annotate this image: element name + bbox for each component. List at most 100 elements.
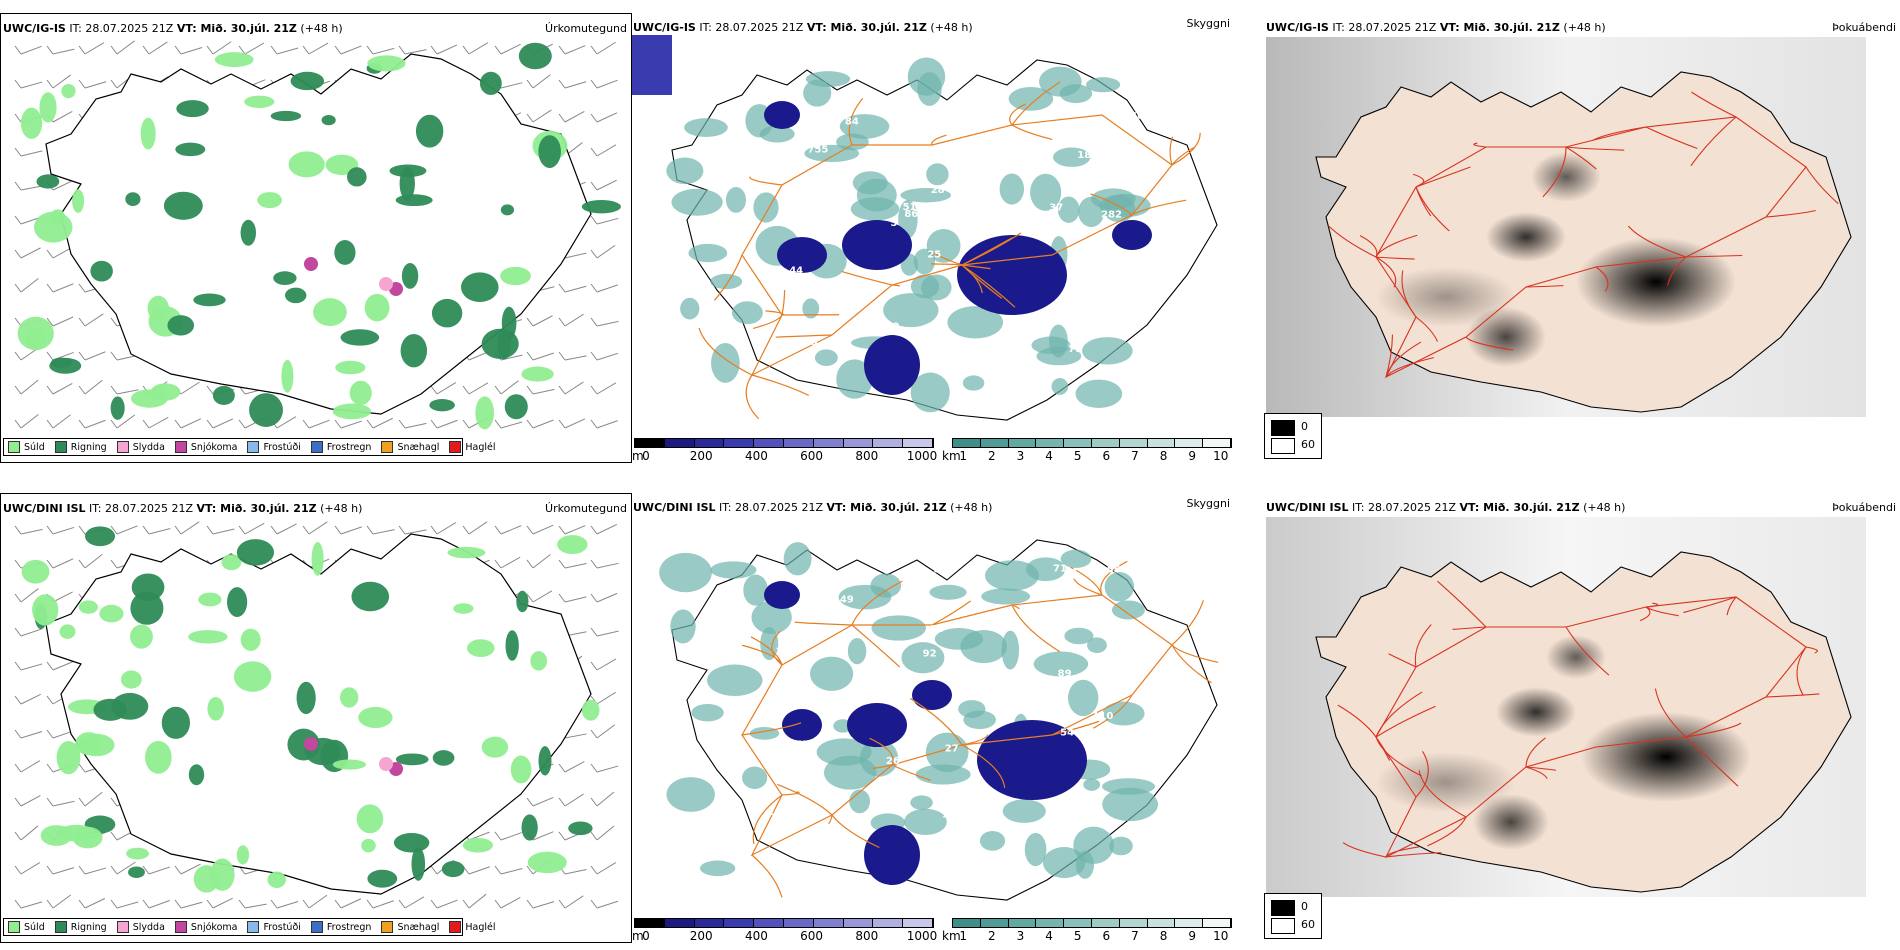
legend-item-7: Haglél <box>449 921 496 933</box>
ceiling-label: 12 <box>852 295 866 306</box>
wind-barb-flag <box>494 385 502 395</box>
wind-barb <box>500 868 523 875</box>
wind-barb-flag <box>14 45 22 55</box>
wind-barb-flag <box>14 385 22 395</box>
legend-swatch <box>116 441 129 453</box>
wind-barb-flag <box>14 593 22 603</box>
wind-barb <box>596 691 616 705</box>
precip-cell <box>233 661 272 692</box>
wind-barb <box>52 283 74 293</box>
wind-barb <box>532 796 554 807</box>
road <box>910 697 963 746</box>
wind-barb <box>564 733 587 739</box>
low-visibility-area <box>921 274 952 301</box>
low-visibility-area <box>699 860 736 877</box>
road <box>1796 646 1807 696</box>
road <box>1805 166 1839 205</box>
snow-cell <box>379 277 393 291</box>
road <box>1090 193 1133 216</box>
wind-barb-flag <box>590 593 598 603</box>
wind-barb-flag <box>46 899 54 909</box>
legend-label: Frostregn <box>326 441 372 453</box>
fog-core <box>1531 152 1601 202</box>
road <box>1726 596 1737 616</box>
colorbar-tick: 2 <box>987 929 996 943</box>
road <box>1337 704 1377 738</box>
precip-cell <box>462 837 494 853</box>
precip-cell <box>249 393 283 427</box>
colorbar-segment <box>953 439 981 447</box>
wind-barb-flag <box>46 45 54 55</box>
wind-barb-flag <box>494 525 502 535</box>
precip-cell <box>364 293 390 322</box>
wind-barb-flag <box>334 419 342 429</box>
precip-cell <box>145 740 172 774</box>
wind-barb <box>596 630 619 637</box>
precip-cell <box>467 639 495 658</box>
panel-header: UWC/DINI ISL IT: 28.07.2025 21Z VT: Mið.… <box>633 501 992 514</box>
wind-barb-flag <box>590 283 598 293</box>
wind-barb <box>52 414 71 429</box>
wind-barb-flag <box>110 865 118 875</box>
wind-barb <box>52 382 73 395</box>
low-visibility-area <box>809 656 854 691</box>
init-time: IT: 28.07.2025 21Z <box>699 21 807 34</box>
road-network <box>1337 580 1820 859</box>
wind-barb <box>564 793 584 807</box>
wind-barb <box>52 316 74 327</box>
wind-barb-flag <box>46 763 54 773</box>
legend-swatch <box>54 921 67 933</box>
wind-barb-flag <box>558 283 566 293</box>
precip-cell <box>176 100 209 118</box>
wind-barb <box>52 894 72 909</box>
colorbar-segment <box>1203 919 1231 927</box>
road <box>1171 600 1204 646</box>
low-visibility-area <box>984 560 1040 591</box>
wind-barb-flag <box>526 317 534 327</box>
road <box>1525 285 1564 288</box>
wind-barb-flag <box>558 525 566 535</box>
precip-cell <box>39 92 57 123</box>
wind-barb-flag <box>526 525 534 535</box>
colorbar-segment <box>1175 439 1204 447</box>
wind-barb-flag <box>558 45 566 55</box>
wind-barb <box>20 628 42 637</box>
precip-cell <box>273 271 297 285</box>
low-visibility-area <box>666 777 715 812</box>
road <box>1437 580 1487 628</box>
precip-cell <box>78 600 98 614</box>
low-visibility-area <box>1001 630 1020 670</box>
wind-barb-flag <box>14 79 22 89</box>
wind-barb <box>500 43 521 55</box>
colorbar-tick: 8 <box>1159 929 1168 943</box>
low-visibility-area <box>904 808 947 835</box>
wind-barb <box>308 521 328 535</box>
wind-barb-flag <box>174 865 182 875</box>
precip-cell <box>110 396 125 420</box>
wind-barb-flag <box>430 45 438 55</box>
road <box>1452 626 1487 631</box>
wind-barb <box>180 863 201 875</box>
colorbar-tick: 1000 <box>906 449 938 463</box>
wind-barb-flag <box>46 351 54 361</box>
wind-barb-flag <box>14 317 22 327</box>
ceiling-colorbar: 0 200 400 600 800 1000 <box>634 438 937 463</box>
road <box>1667 256 1687 286</box>
wind-barb-flag <box>14 147 22 157</box>
low-visibility-area <box>707 664 763 697</box>
wind-barb-flag <box>14 181 22 191</box>
precip-cell <box>236 539 275 566</box>
low-ceiling-core <box>847 703 907 747</box>
low-visibility-area <box>1002 799 1046 823</box>
wind-barb <box>404 529 427 535</box>
road <box>931 134 947 146</box>
low-visibility-area <box>910 795 933 810</box>
road <box>1685 736 1739 787</box>
wind-barb <box>84 351 106 361</box>
wind-barb-flag <box>334 525 342 535</box>
lead-time: (+48 h) <box>1583 501 1626 514</box>
wind-barb <box>84 81 107 89</box>
road <box>1327 225 1377 258</box>
precip-cell <box>163 191 203 220</box>
wind-barb-flag <box>14 215 22 225</box>
